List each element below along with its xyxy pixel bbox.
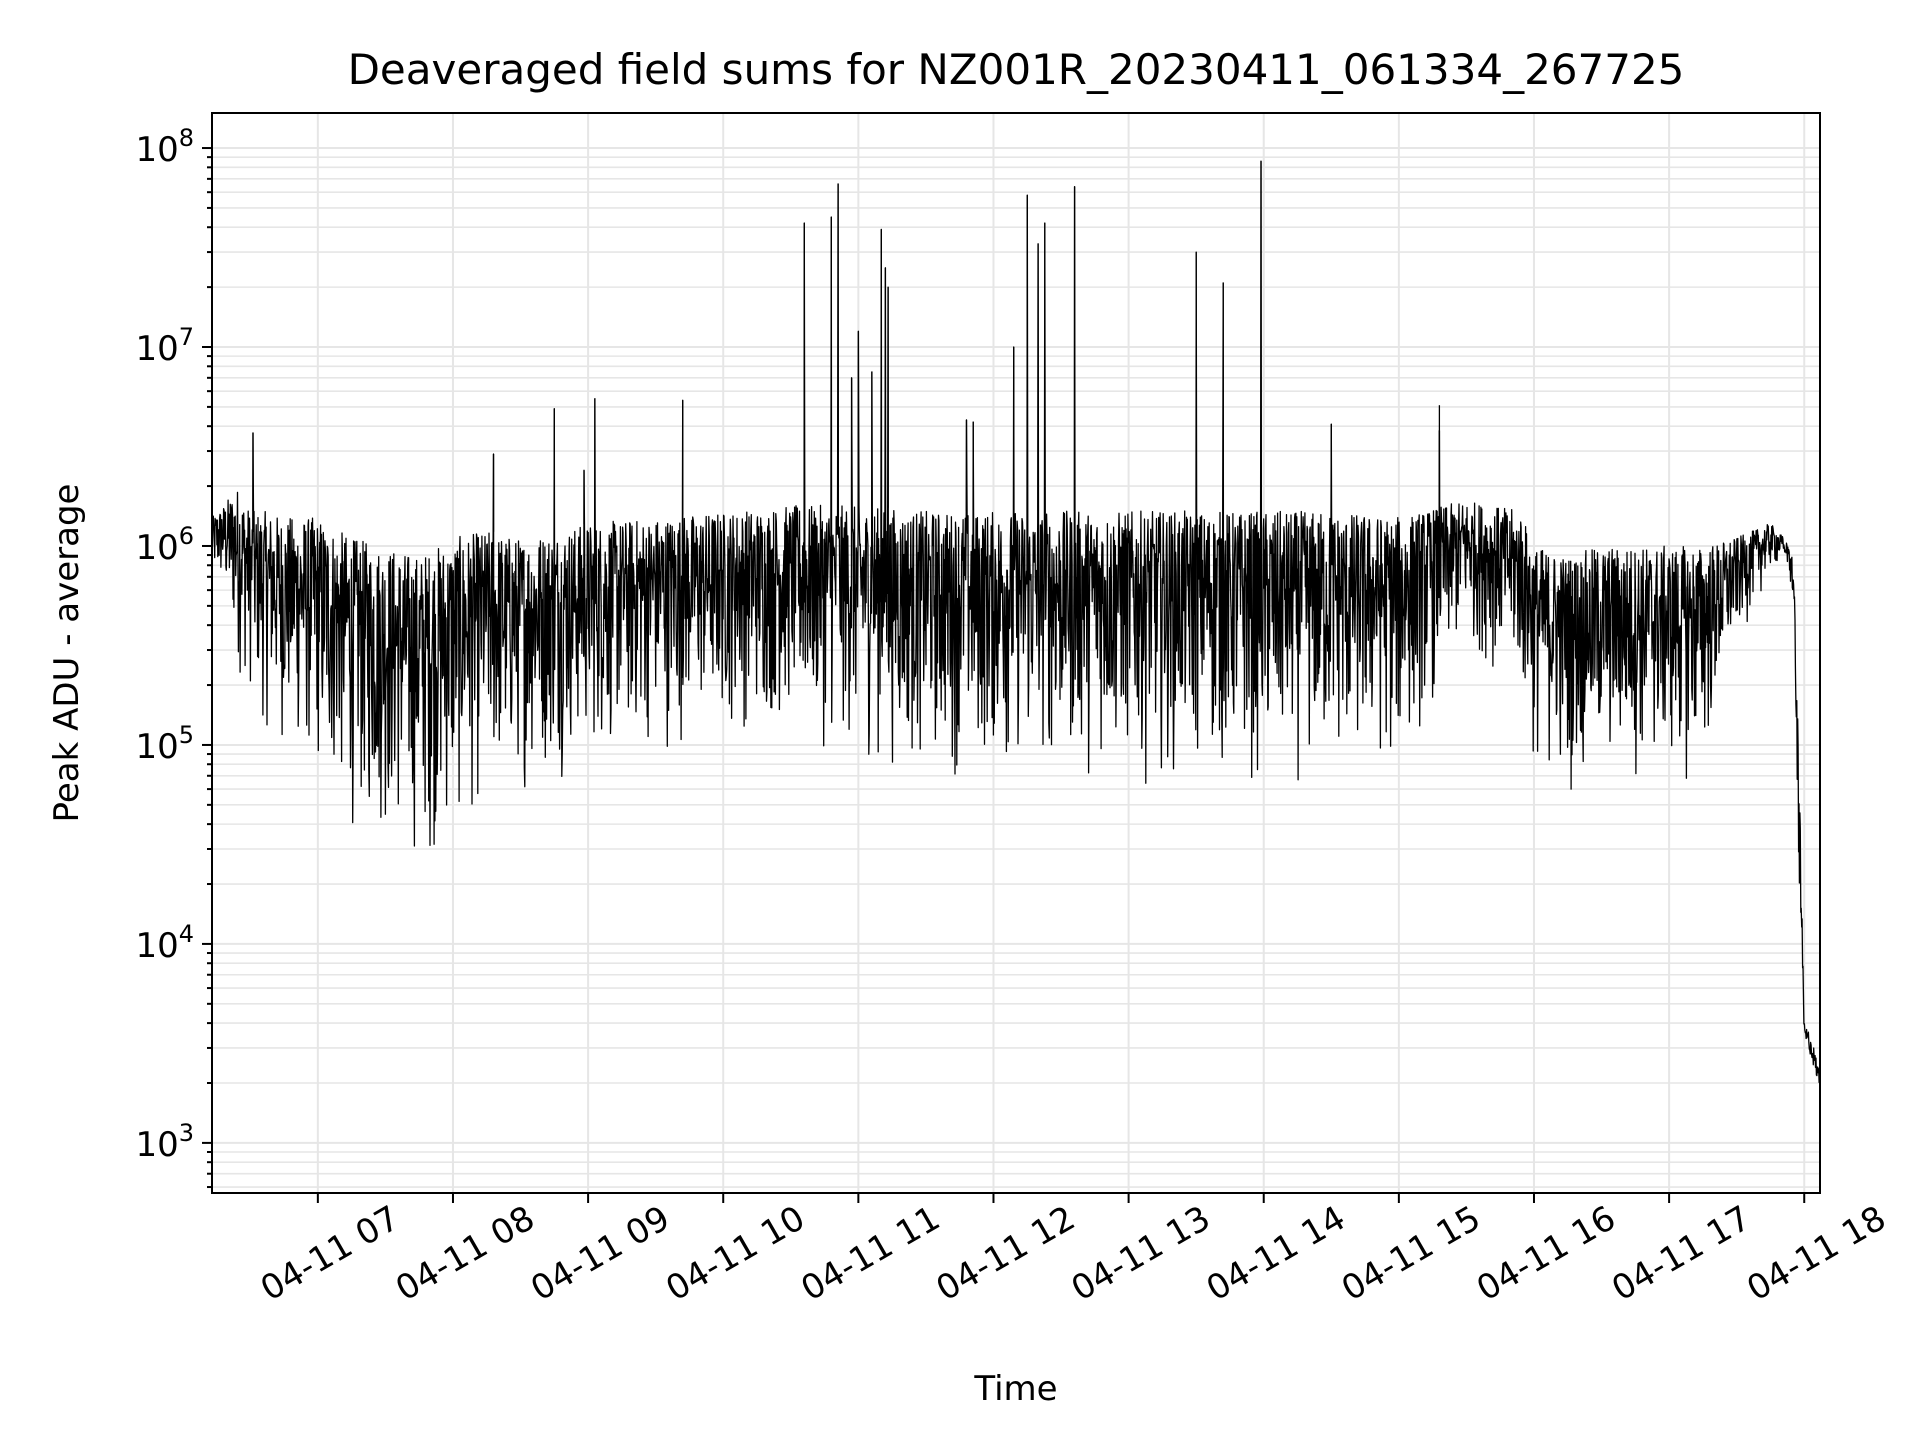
x-tick-label: 04-11 18 bbox=[1740, 1198, 1892, 1309]
y-axis: 103 104 105 106 107 108 bbox=[135, 124, 212, 1189]
x-tick-label: 04-11 13 bbox=[1065, 1198, 1217, 1309]
x-tick-label: 04-11 08 bbox=[389, 1198, 541, 1309]
y-tick-label: 108 bbox=[135, 124, 194, 170]
chart-title: Deaveraged field sums for NZ001R_2023041… bbox=[348, 45, 1685, 94]
x-tick-label: 04-11 17 bbox=[1605, 1198, 1757, 1309]
y-tick-label: 107 bbox=[135, 323, 194, 369]
x-tick-label: 04-11 14 bbox=[1200, 1198, 1352, 1309]
x-tick-label: 04-11 16 bbox=[1470, 1198, 1622, 1309]
y-axis-label: Peak ADU - average bbox=[47, 484, 87, 823]
x-tick-label: 04-11 10 bbox=[659, 1198, 811, 1309]
x-axis-label: Time bbox=[973, 1369, 1057, 1409]
x-tick-label: 04-11 12 bbox=[930, 1198, 1082, 1309]
y-tick-label: 105 bbox=[135, 721, 194, 767]
x-tick-label: 04-11 09 bbox=[524, 1198, 676, 1309]
plot-area bbox=[211, 160, 1821, 1084]
y-tick-label: 104 bbox=[135, 920, 194, 966]
x-tick-label: 04-11 07 bbox=[254, 1198, 406, 1309]
x-tick-label: 04-11 11 bbox=[794, 1198, 946, 1309]
y-tick-label: 106 bbox=[135, 522, 194, 568]
plot-frame bbox=[211, 112, 1821, 1194]
x-tick-label: 04-11 15 bbox=[1335, 1198, 1487, 1309]
y-tick-label: 103 bbox=[135, 1119, 194, 1165]
series-line bbox=[211, 160, 1821, 1084]
grid bbox=[212, 113, 1820, 1193]
